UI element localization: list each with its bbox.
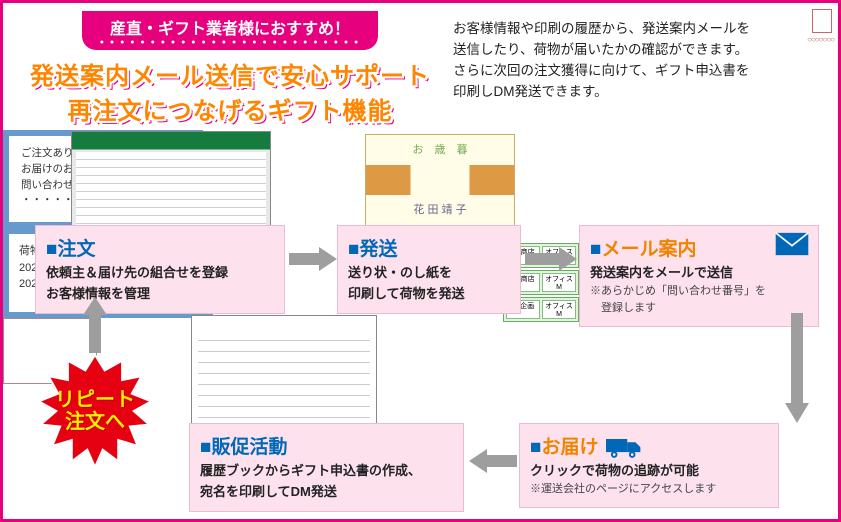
node-order: ■注文 依頼主＆届け先の組合せを登録 お客様情報を管理 [35, 225, 285, 314]
node-mail: ■メール案内 発送案内をメールで送信 ※あらかじめ「問い合わせ番号」を 登録しま… [579, 225, 819, 327]
infographic-frame: 産直・ギフト業者様におすすめ！ ● ● ● ● ● ● ● ● ● ● ● ● … [0, 0, 841, 522]
node-title: ■販促活動 [200, 432, 453, 459]
starburst-text: リピート 注文へ [55, 389, 135, 433]
node-body: 送り状・のし紙を [348, 264, 510, 282]
header-intro: お客様情報や印刷の履歴から、発送案内メールを 送信したり、荷物が届いたかの確認が… [445, 11, 826, 126]
truck-icon [606, 437, 642, 459]
arrow-order-to-ship [289, 247, 337, 271]
node-title-text: 発送 [359, 239, 397, 260]
arrow-promo-to-order [83, 297, 107, 353]
node-note: 登録します [590, 301, 808, 316]
header-left: 産直・ギフト業者様におすすめ！ ● ● ● ● ● ● ● ● ● ● ● ● … [15, 11, 445, 126]
noshi-title: お 歳 暮 [366, 141, 514, 157]
arrow-ship-to-mail [525, 247, 577, 271]
gift-form [191, 315, 377, 429]
node-title-text: お届け [541, 437, 598, 458]
node-note: ※運送会社のページにアクセスします [530, 482, 768, 497]
label-cell: オフィスM [542, 300, 576, 319]
ribbon-dots: ● ● ● ● ● ● ● ● ● ● ● ● ● ● ● ● ● ● ● ● … [100, 39, 361, 46]
headline-2: 再注文につなげるギフト機能 [15, 91, 445, 126]
intro-line: 印刷しDM発送できます。 [453, 82, 820, 103]
node-body: クリックで荷物の追跡が可能 [530, 462, 768, 480]
node-body: 印刷して荷物を発送 [348, 285, 510, 303]
node-title: ■発送 [348, 234, 510, 261]
ribbon-text: 産直・ギフト業者様におすすめ！ [110, 21, 350, 38]
node-title-text: 注文 [57, 239, 95, 260]
node-body: 発送案内をメールで送信 [590, 264, 808, 282]
square-icon: ■ [200, 437, 211, 458]
square-icon: ■ [530, 437, 541, 458]
repeat-order-star: リピート 注文へ [37, 353, 153, 469]
square-icon: ■ [348, 239, 359, 260]
header: 産直・ギフト業者様におすすめ！ ● ● ● ● ● ● ● ● ● ● ● ● … [3, 3, 838, 130]
noshi-card: お 歳 暮 花 田 靖 子 [365, 134, 515, 228]
node-deliver: ■お届け クリックで荷物の追跡が可能 ※運送会社のページにアクセスします [519, 423, 779, 508]
starburst-line: リピート [55, 389, 135, 411]
arrow-deliver-to-promo [469, 449, 517, 473]
node-body: 宛名を印刷してDM発送 [200, 483, 453, 501]
header-ribbon: 産直・ギフト業者様におすすめ！ ● ● ● ● ● ● ● ● ● ● ● ● … [82, 11, 379, 50]
node-ship: ■発送 送り状・のし紙を 印刷して荷物を発送 [337, 225, 521, 314]
intro-line: さらに次回の注文獲得に向けて、ギフト申込書を [453, 61, 820, 82]
excel-screenshot [71, 131, 271, 231]
starburst-line: 注文へ [65, 411, 125, 433]
headline-1: 発送案内メール送信で安心サポート [15, 56, 445, 91]
node-title-text: 販促活動 [211, 437, 287, 458]
square-icon: ■ [590, 239, 601, 260]
arrow-mail-to-deliver [785, 313, 809, 423]
node-note: ※あらかじめ「問い合わせ番号」を [590, 284, 808, 299]
noshi-band [366, 165, 514, 195]
intro-line: 送信したり、荷物が届いたかの確認ができます。 [453, 40, 820, 61]
node-body: お客様情報を管理 [46, 285, 274, 303]
node-body: 履歴ブックからギフト申込書の作成、 [200, 462, 453, 480]
intro-line: お客様情報や印刷の履歴から、発送案内メールを [453, 19, 820, 40]
node-title-text: メール案内 [601, 239, 696, 260]
node-body: 依頼主＆届け先の組合せを登録 [46, 264, 274, 282]
node-title: ■注文 [46, 234, 274, 261]
label-cell: オフィスM [542, 273, 576, 292]
node-promo: ■販促活動 履歴ブックからギフト申込書の作成、 宛名を印刷してDM発送 [189, 423, 464, 512]
square-icon: ■ [46, 239, 57, 260]
node-title: ■お届け [530, 432, 768, 459]
noshi-name: 花 田 靖 子 [366, 201, 514, 217]
envelope-icon [774, 232, 810, 256]
